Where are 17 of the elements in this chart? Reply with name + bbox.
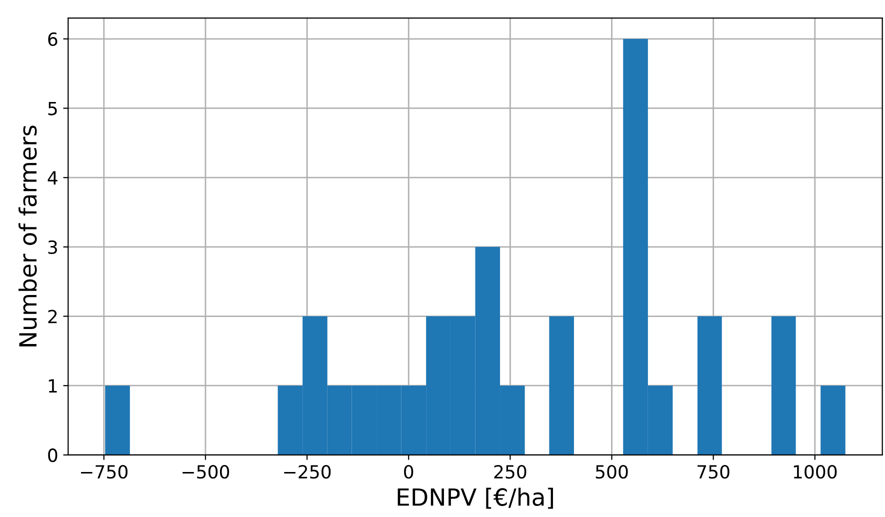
y-tick-label: 6 xyxy=(48,32,58,46)
y-tick-label: 3 xyxy=(48,240,57,254)
y-tick-label: 5 xyxy=(48,102,57,116)
x-tick-label: 0 xyxy=(404,465,414,479)
x-tick-label: 750 xyxy=(698,465,730,479)
x-tick-label: 1000 xyxy=(794,465,837,479)
x-tick-label: 250 xyxy=(494,465,526,479)
x-tick-label: −500 xyxy=(182,465,230,479)
y-tick-label: 0 xyxy=(48,448,58,462)
x-tick-label: 500 xyxy=(596,465,628,479)
y-tick-label: 1 xyxy=(48,379,57,392)
y-tick-label: 4 xyxy=(48,171,58,184)
x-tick-label: −750 xyxy=(81,465,128,479)
y-tick-label: 2 xyxy=(48,310,57,324)
y-axis-title: Number of farmers xyxy=(18,126,37,346)
x-axis-title: EDNPV [€/ha] xyxy=(398,488,553,509)
x-tick-label: −250 xyxy=(284,465,331,479)
